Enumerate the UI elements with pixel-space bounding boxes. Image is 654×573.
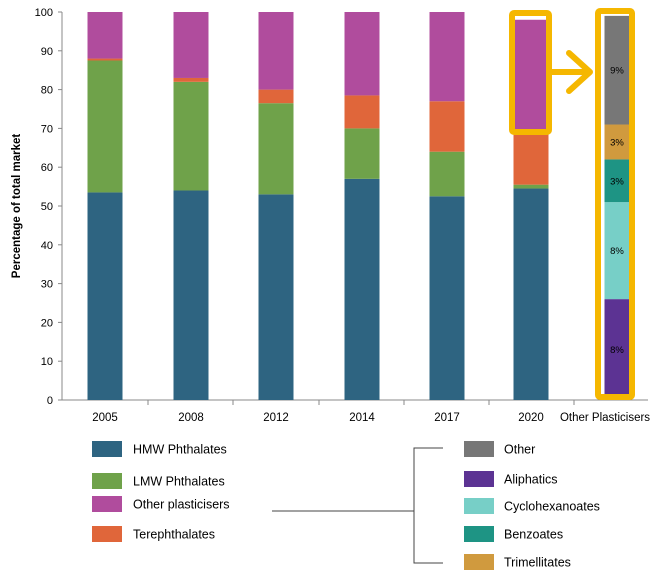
x-tick-label: 2017: [434, 412, 460, 424]
bar-segment-other-plasticisers: [87, 12, 123, 59]
bar-segment-other-plasticisers: [258, 12, 294, 90]
y-tick-label: 80: [41, 85, 53, 97]
legend-layer: HMW Phthalates LMW Phthalates Other plasti…: [92, 441, 600, 570]
bar-segment-lmw-phthalates: [87, 60, 123, 193]
bar-segment-other-plasticisers: [344, 12, 380, 96]
bar-segment-hmw-phthalates: [173, 190, 209, 400]
x-tick-label-other-plasticisers: Other Plasticisers: [560, 412, 650, 424]
bar-segment-other-plasticisers: [513, 19, 549, 131]
legend-swatch: [464, 498, 494, 514]
breakdown-value-label: 9%: [610, 66, 624, 77]
bar-segment-lmw-phthalates: [173, 81, 209, 191]
legend-label: Terephthalates: [133, 528, 215, 542]
legend-swatch: [92, 473, 122, 489]
highlight-box-breakdown: [595, 8, 635, 400]
bar-segment-hmw-phthalates: [429, 196, 465, 400]
y-tick-label: 100: [35, 7, 53, 19]
y-tick-label: 10: [41, 356, 53, 368]
bar-segment-hmw-phthalates: [513, 188, 549, 400]
x-tick-label: 2008: [178, 412, 204, 424]
y-axis-label: Percentage of total market: [11, 134, 23, 279]
bar-segment-hmw-phthalates: [87, 192, 123, 400]
bar-segment-terephthalates: [344, 95, 380, 129]
bar-segment-lmw-phthalates: [429, 151, 465, 197]
breakdown-segment-other: [604, 15, 630, 125]
arrow-head: [566, 50, 593, 94]
y-tick-label: 50: [41, 201, 53, 213]
breakdown-value-label: 3%: [610, 176, 624, 187]
breakdown-value-label: 8%: [610, 345, 624, 356]
bar-segment-terephthalates: [429, 101, 465, 152]
bar-segment-other-plasticisers: [429, 12, 465, 102]
breakdown-value-label: 8%: [610, 246, 624, 257]
overlay-layer: [509, 8, 635, 400]
bar-segment-terephthalates: [513, 130, 549, 185]
legend-label: Other: [504, 443, 535, 457]
bar-segment-lmw-phthalates: [513, 184, 549, 189]
bar-segment-terephthalates: [173, 77, 209, 82]
y-tick-label: 30: [41, 279, 53, 291]
legend-label: Aliphatics: [504, 473, 558, 487]
legend-swatch: [464, 554, 494, 570]
breakdown-segment-aliphatics: [604, 299, 630, 400]
legend-swatch: [464, 441, 494, 457]
breakdown-segment-cyclohexanoates: [604, 202, 630, 300]
y-tick-label: 70: [41, 123, 53, 135]
y-tick-label: 60: [41, 162, 53, 174]
x-tick-label: 2020: [518, 412, 544, 424]
breakdown-segment-benzoates: [604, 159, 630, 203]
y-tick-label: 20: [41, 317, 53, 329]
legend-swatch: [92, 526, 122, 542]
bar-segment-hmw-phthalates: [344, 178, 380, 400]
y-tick-label: 40: [41, 240, 53, 252]
y-tick-label: 0: [47, 395, 53, 407]
legend-label: Cyclohexanoates: [504, 500, 600, 514]
legend-label: Benzoates: [504, 528, 563, 542]
legend-label: Other plasticisers: [133, 498, 230, 512]
bar-segment-lmw-phthalates: [344, 128, 380, 179]
legend-swatch: [92, 496, 122, 512]
legend-swatch: [464, 526, 494, 542]
breakdown-segment-trimellitates: [604, 124, 630, 160]
legend-swatch: [464, 471, 494, 487]
legend-swatch: [92, 441, 122, 457]
bar-segment-lmw-phthalates: [258, 103, 294, 195]
legend-bracket: [413, 447, 443, 564]
bar-segment-other-plasticisers: [173, 12, 209, 78]
legend-label: Trimellitates: [504, 556, 571, 570]
axis-layer: 0 10 20 30 40 50 60 70 80 90 100 Percentage of tota…: [11, 7, 650, 424]
legend-label: HMW Phthalates: [133, 443, 227, 457]
breakdown-value-label: 3%: [610, 137, 624, 148]
x-tick-label: 2014: [349, 412, 375, 424]
x-tick-label: 2005: [92, 412, 118, 424]
bar-segment-terephthalates: [258, 89, 294, 104]
bar-layer: 8% 8% 3% 3% 9%: [87, 12, 630, 400]
bar-segment-terephthalates: [87, 58, 123, 61]
bar-segment-hmw-phthalates: [258, 194, 294, 400]
y-tick-label: 90: [41, 46, 53, 58]
legend-label: LMW Phthalates: [133, 475, 225, 489]
x-tick-label: 2012: [263, 412, 289, 424]
